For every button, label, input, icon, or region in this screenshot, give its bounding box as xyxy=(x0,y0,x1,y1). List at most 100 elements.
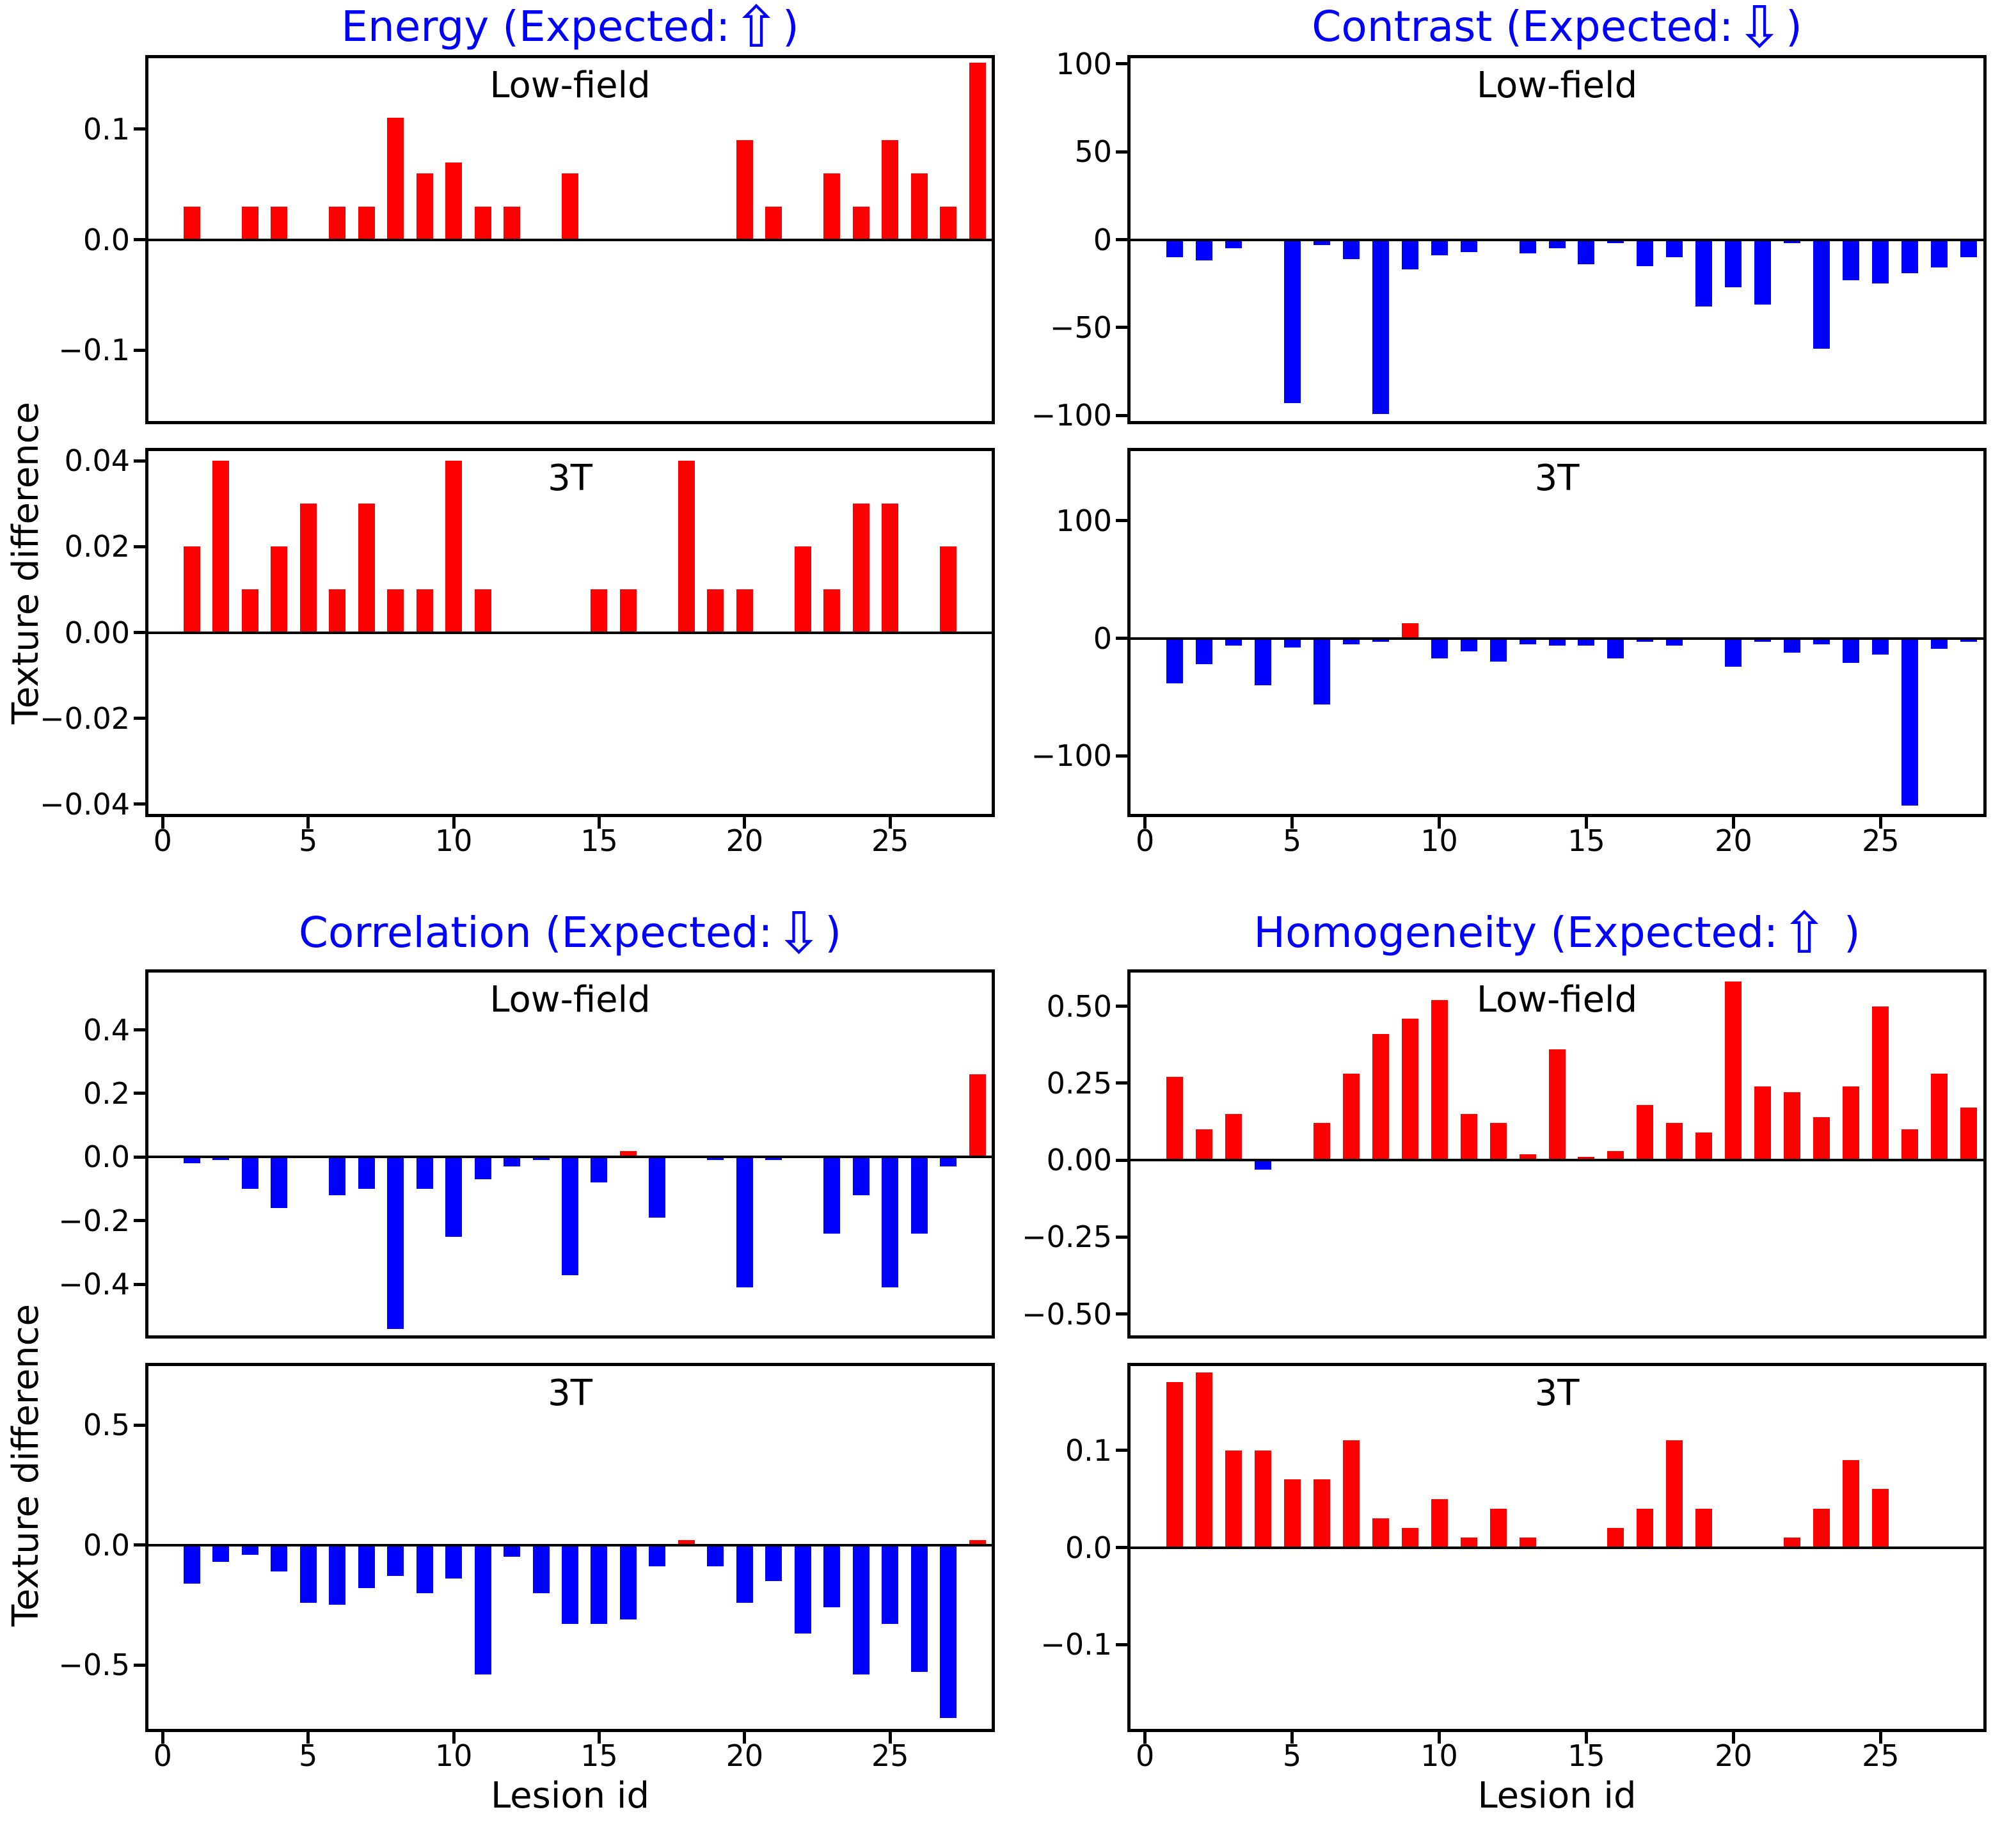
bar-energy-Low-field-lesion-12 xyxy=(504,206,521,240)
bar-contrast-3T-lesion-24 xyxy=(1843,638,1860,664)
bar-contrast-3T-lesion-12 xyxy=(1489,638,1507,662)
bar-contrast-Low-field-lesion-26 xyxy=(1901,239,1919,273)
y-tick-mark xyxy=(134,238,145,241)
bar-homogeneity-3T-lesion-2 xyxy=(1195,1372,1212,1548)
bar-correlation-3T-lesion-2 xyxy=(212,1545,230,1562)
bar-correlation-3T-lesion-3 xyxy=(241,1545,258,1555)
bar-homogeneity-Low-field-lesion-7 xyxy=(1342,1074,1360,1161)
bar-homogeneity-Low-field-lesion-15 xyxy=(1578,1157,1595,1161)
bar-correlation-Low-field-lesion-16 xyxy=(619,1150,637,1157)
y-tick-mark xyxy=(1116,1081,1127,1085)
bar-correlation-3T-lesion-25 xyxy=(882,1545,899,1625)
bar-homogeneity-3T-lesion-8 xyxy=(1372,1518,1389,1548)
zero-line xyxy=(145,238,995,241)
bar-correlation-Low-field-lesion-25 xyxy=(882,1157,899,1288)
zero-line xyxy=(1127,1546,1987,1549)
bar-contrast-Low-field-lesion-7 xyxy=(1342,239,1360,259)
bar-contrast-Low-field-lesion-20 xyxy=(1725,239,1742,287)
bar-homogeneity-3T-lesion-18 xyxy=(1666,1440,1683,1548)
y-tick-label: −0.02 xyxy=(40,701,130,736)
bar-correlation-Low-field-lesion-2 xyxy=(212,1157,230,1161)
bar-contrast-Low-field-lesion-15 xyxy=(1578,239,1595,264)
bar-energy-3T-lesion-11 xyxy=(474,589,491,633)
bar-homogeneity-3T-lesion-3 xyxy=(1225,1450,1242,1548)
x-tick-label: 20 xyxy=(726,823,764,858)
bar-correlation-3T-lesion-21 xyxy=(765,1545,782,1581)
x-tick-mark xyxy=(1878,1732,1882,1744)
y-tick-mark xyxy=(1116,519,1127,523)
y-tick-mark xyxy=(134,1423,145,1427)
bar-homogeneity-Low-field-lesion-12 xyxy=(1489,1123,1507,1161)
bar-correlation-Low-field-lesion-17 xyxy=(649,1157,666,1218)
bar-contrast-3T-lesion-4 xyxy=(1254,638,1271,686)
bar-contrast-3T-lesion-15 xyxy=(1578,638,1595,646)
bar-homogeneity-Low-field-lesion-19 xyxy=(1695,1132,1713,1161)
bar-contrast-Low-field-lesion-16 xyxy=(1607,239,1624,243)
bar-correlation-3T-lesion-10 xyxy=(445,1545,463,1579)
bar-energy-Low-field-lesion-8 xyxy=(387,118,404,240)
bar-energy-3T-lesion-18 xyxy=(678,461,695,633)
bar-correlation-Low-field-lesion-3 xyxy=(241,1157,258,1189)
title-text: Contrast (Expected: xyxy=(1312,2,1734,51)
title-text: Energy (Expected: xyxy=(341,2,731,51)
y-tick-label: 100 xyxy=(1056,46,1112,81)
bar-correlation-Low-field-lesion-12 xyxy=(504,1157,521,1167)
bar-contrast-3T-lesion-16 xyxy=(1607,638,1624,658)
y-tick-label: −0.1 xyxy=(1040,1627,1112,1662)
bar-homogeneity-Low-field-lesion-8 xyxy=(1372,1033,1389,1161)
x-tick-mark xyxy=(597,1732,601,1744)
bar-contrast-3T-lesion-14 xyxy=(1548,638,1566,646)
bar-contrast-3T-lesion-28 xyxy=(1960,638,1978,642)
bar-correlation-Low-field-lesion-24 xyxy=(852,1157,869,1196)
bar-contrast-Low-field-lesion-10 xyxy=(1431,239,1448,256)
x-tick-mark xyxy=(161,1732,164,1744)
title-text: ) xyxy=(825,908,842,957)
x-tick-mark xyxy=(1143,1732,1147,1744)
y-tick-label: −0.1 xyxy=(58,333,130,368)
bar-correlation-3T-lesion-12 xyxy=(504,1545,521,1557)
x-tick-mark xyxy=(888,817,892,829)
bar-homogeneity-3T-lesion-10 xyxy=(1431,1499,1448,1548)
bar-contrast-Low-field-lesion-2 xyxy=(1195,239,1212,261)
bar-correlation-Low-field-lesion-21 xyxy=(765,1157,782,1161)
x-tick-label: 25 xyxy=(871,1738,909,1773)
bar-contrast-Low-field-lesion-9 xyxy=(1401,239,1418,270)
bar-correlation-Low-field-lesion-15 xyxy=(591,1157,608,1183)
x-tick-mark xyxy=(306,817,310,829)
bar-contrast-3T-lesion-6 xyxy=(1313,638,1330,704)
y-tick-label: −100 xyxy=(1031,398,1112,433)
bar-correlation-3T-lesion-15 xyxy=(591,1545,608,1625)
x-tick-mark xyxy=(1584,817,1588,829)
bar-correlation-3T-lesion-4 xyxy=(271,1545,288,1571)
bar-homogeneity-Low-field-lesion-16 xyxy=(1607,1150,1624,1161)
y-tick-mark xyxy=(1116,1235,1127,1239)
x-tick-label: 0 xyxy=(153,823,172,858)
bar-correlation-3T-lesion-26 xyxy=(910,1545,928,1673)
y-tick-label: 100 xyxy=(1056,503,1112,538)
subplot-label: 3T xyxy=(1534,1372,1580,1414)
bar-correlation-Low-field-lesion-8 xyxy=(387,1157,404,1330)
y-tick-mark xyxy=(1116,413,1127,417)
bar-contrast-3T-lesion-20 xyxy=(1725,638,1742,667)
bar-energy-Low-field-lesion-21 xyxy=(765,206,782,240)
up-arrow-icon: ⇧ xyxy=(1780,900,1829,967)
down-arrow-icon: ⇩ xyxy=(1735,0,1784,61)
bar-homogeneity-3T-lesion-19 xyxy=(1695,1508,1713,1548)
y-tick-mark xyxy=(134,545,145,548)
panel-title-contrast: Contrast (Expected:⇩) xyxy=(1127,0,1987,56)
bar-energy-3T-lesion-16 xyxy=(619,589,637,633)
up-arrow-icon: ⇧ xyxy=(732,0,781,61)
y-tick-mark xyxy=(1116,1158,1127,1162)
bar-homogeneity-3T-lesion-4 xyxy=(1254,1450,1271,1548)
y-tick-label: 50 xyxy=(1074,134,1112,170)
x-tick-label: 20 xyxy=(726,1738,764,1773)
y-tick-label: 0 xyxy=(1093,222,1112,257)
y-tick-label: 0.00 xyxy=(64,615,130,650)
bar-correlation-Low-field-lesion-9 xyxy=(416,1157,433,1189)
y-tick-label: −0.04 xyxy=(40,786,130,822)
bar-homogeneity-Low-field-lesion-3 xyxy=(1225,1113,1242,1161)
bar-contrast-3T-lesion-21 xyxy=(1754,638,1772,642)
bar-correlation-3T-lesion-6 xyxy=(329,1545,346,1605)
bar-energy-Low-field-lesion-9 xyxy=(416,173,433,240)
